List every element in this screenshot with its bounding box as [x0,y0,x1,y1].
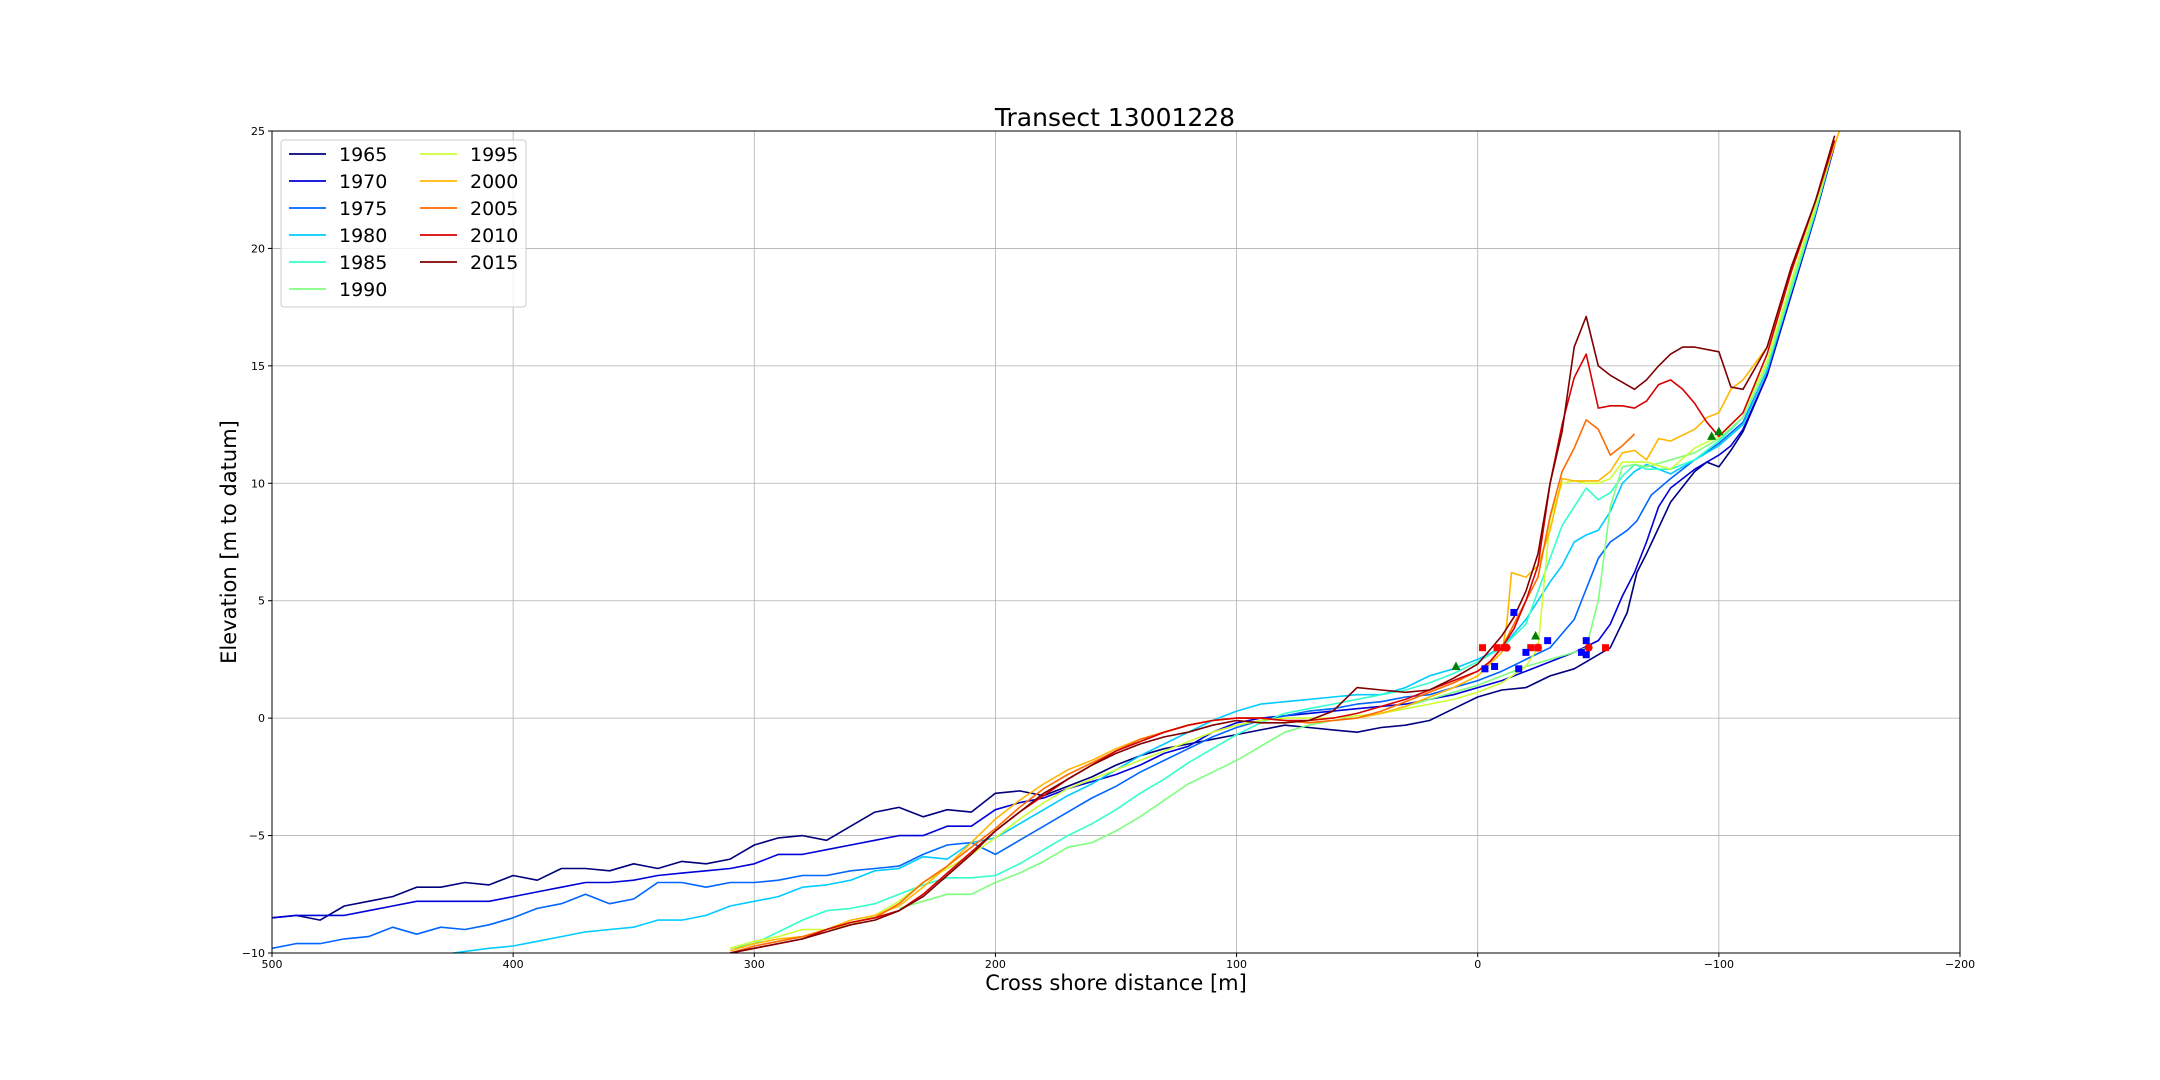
marker-square [1491,662,1499,670]
marker-circle [1502,643,1511,652]
x-tick-label: 200 [985,958,1006,971]
marker-square [1522,648,1530,656]
series-line-1995 [729,140,1836,950]
series-line-2015 [730,135,1836,953]
y-tick-label: 20 [251,242,265,255]
legend-label: 2005 [470,198,518,220]
x-tick-label: 300 [744,958,765,971]
legend-label: 1990 [339,279,387,301]
marker-circle [1584,643,1593,652]
series-line-1985 [730,142,1836,950]
marker-square [1582,651,1590,659]
marker-triangle [1714,426,1724,436]
marker-square [1582,637,1590,645]
y-tick-label: 10 [251,477,265,490]
legend-label: 1985 [339,252,387,274]
series-line-1970 [272,144,1836,919]
marker-triangle [1451,661,1461,670]
legend-label: 1965 [339,144,387,166]
marker-square [1602,644,1610,652]
marker-square [1515,665,1523,673]
series-line-2010 [730,140,1836,953]
marker-circle [1534,643,1542,652]
marker-square [1577,648,1585,656]
legend-label: 1970 [339,171,387,193]
axis-ticks: 500 400 300 200 100 0 −100 −200 −10 −5 0 5 10 15 20 25 [242,125,1975,971]
plot-frame [271,130,1961,954]
y-tick-label: 15 [251,360,265,373]
legend-label: 2015 [470,252,518,274]
series-line-1965 [272,144,1836,921]
marker-square [1479,644,1487,652]
x-tick-label: 400 [503,958,524,971]
markers [1451,426,1724,673]
x-tick-label: 0 [1474,958,1481,971]
y-tick-label: −5 [249,830,265,843]
series-line-1975 [272,142,1836,950]
legend: 1965 1970 1975 1980 1985 1990 1995 2000 2005 2010… [280,139,527,308]
marker-square [1510,608,1518,616]
marker-square [1527,644,1535,652]
y-axis-label: Elevation [m to datum] [217,420,241,664]
chart-title: Transect 13001228 [994,103,1235,132]
legend-label: 2000 [470,171,518,193]
x-tick-label: 500 [262,958,283,971]
y-tick-label: −10 [242,947,265,960]
x-tick-label: −100 [1704,958,1734,971]
legend-box [280,139,527,308]
x-axis-label: Cross shore distance [m] [985,971,1247,995]
x-tick-label: −200 [1945,958,1975,971]
marker-square [1481,665,1489,673]
legend-label: 1995 [470,144,518,166]
legend-label: 1975 [339,198,387,220]
series-lines [272,131,1841,953]
marker-square [1544,637,1552,645]
marker-triangle [1531,630,1541,640]
legend-label: 1980 [339,225,387,247]
legend-label: 2010 [470,225,518,247]
y-tick-label: 0 [258,712,265,725]
series-line-2000 [729,131,1841,952]
series-line-1980 [452,142,1836,953]
y-tick-label: 25 [251,125,265,138]
marker-triangle [1707,431,1717,440]
x-tick-label: 100 [1226,958,1247,971]
y-tick-label: 5 [258,595,265,608]
marker-square [1493,644,1501,652]
